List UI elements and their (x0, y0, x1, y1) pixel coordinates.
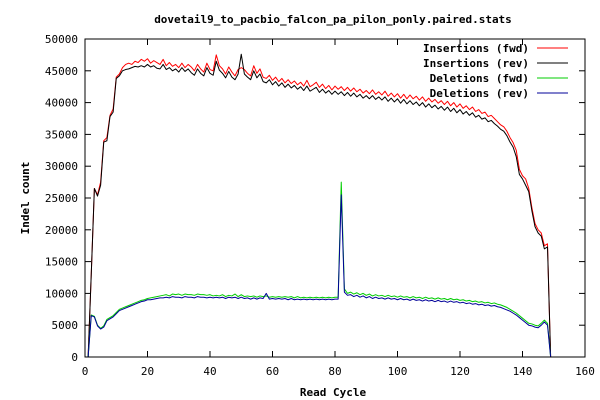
y-tick-label: 50000 (45, 33, 78, 46)
x-axis-title: Read Cycle (300, 386, 367, 399)
y-tick-label: 25000 (45, 192, 78, 205)
x-tick-label: 40 (203, 365, 216, 378)
y-tick-label: 35000 (45, 128, 78, 141)
plot-frame (84, 38, 586, 358)
x-tick-label: 160 (575, 365, 595, 378)
x-tick-label: 140 (513, 365, 533, 378)
legend-label-insertions-rev: Insertions (rev) (423, 57, 529, 70)
series-layer (87, 53, 552, 358)
y-tick-label: 45000 (45, 65, 78, 78)
series-line-deletions-fwd (87, 181, 552, 358)
x-tick-label: 60 (266, 365, 279, 378)
legend-label-deletions-fwd: Deletions (fwd) (430, 72, 529, 85)
y-tick-label: 0 (71, 351, 78, 364)
x-tick-label: 80 (328, 365, 341, 378)
x-tick-label: 0 (82, 365, 89, 378)
legend-label-insertions-fwd: Insertions (fwd) (423, 42, 529, 55)
y-tick-label: 40000 (45, 97, 78, 110)
series-line-insertions-fwd (87, 54, 552, 358)
x-tick-label: 20 (141, 365, 154, 378)
y-tick-label: 30000 (45, 160, 78, 173)
legend-label-deletions-rev: Deletions (rev) (430, 87, 529, 100)
chart-title: dovetail9_to_pacbio_falcon_pa_pilon_ponl… (154, 13, 512, 26)
y-tick-label: 20000 (45, 224, 78, 237)
y-axis-title: Indel count (19, 162, 32, 235)
y-tick-label: 10000 (45, 287, 78, 300)
y-tick-label: 15000 (45, 256, 78, 269)
legend: Insertions (fwd) Insertions (rev) Deletion… (423, 42, 568, 100)
series-line-deletions-rev (87, 194, 552, 358)
series-line-insertions-rev (87, 53, 552, 358)
x-axis-ticks: 0 20 40 60 80 100 120 140 160 (82, 39, 595, 378)
x-tick-label: 100 (388, 365, 408, 378)
y-tick-label: 5000 (52, 319, 79, 332)
x-tick-label: 120 (450, 365, 470, 378)
y-axis-ticks: 0 5000 10000 15000 20000 25000 30000 35000 40000… (45, 33, 585, 364)
